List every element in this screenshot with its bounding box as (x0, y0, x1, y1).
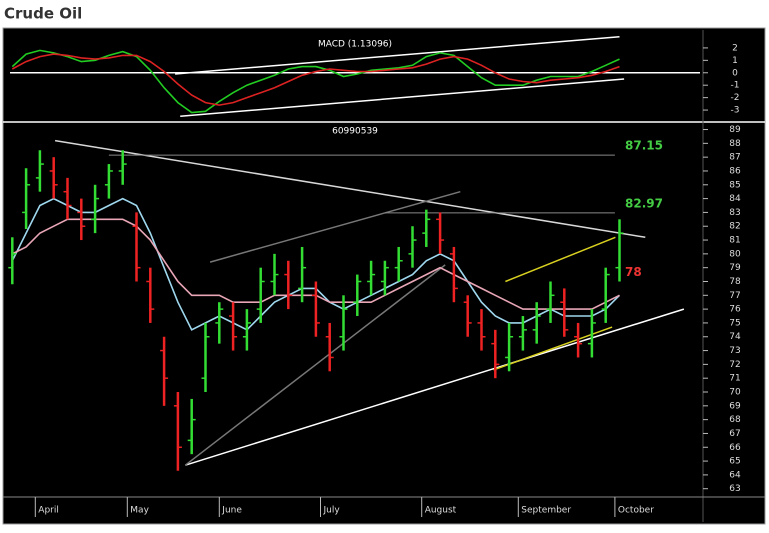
y-tick-label: 2 (732, 43, 738, 53)
y-tick-label: -3 (731, 106, 740, 116)
y-tick-label: 73 (729, 346, 740, 356)
y-tick-label: 70 (729, 388, 741, 398)
x-tick-label: May (130, 506, 149, 516)
y-tick-label: 87 (729, 153, 740, 163)
x-tick-label: October (618, 506, 654, 516)
level-label: 82.97 (625, 196, 663, 210)
macd-line (11, 49, 620, 114)
y-tick-label: 69 (729, 401, 741, 411)
trendline (209, 190, 461, 263)
y-tick-label: 89 (729, 125, 741, 135)
y-tick-label: 85 (729, 180, 740, 190)
trendline (180, 78, 625, 118)
page-title: Crude Oil (4, 5, 82, 23)
y-tick-label: 64 (729, 470, 741, 480)
x-tick-label: April (38, 506, 59, 516)
y-tick-label: 81 (729, 236, 740, 246)
y-tick-label: 67 (729, 429, 740, 439)
y-tick-label: 78 (729, 277, 741, 287)
y-tick-label: 86 (729, 166, 741, 176)
y-tick-label: 75 (729, 318, 740, 328)
y-tick-label: 84 (729, 194, 741, 204)
x-tick-label: August (425, 506, 457, 516)
y-tick-label: 74 (729, 332, 741, 342)
macd-line (11, 53, 620, 106)
y-tick-label: 79 (729, 263, 741, 273)
y-tick-label: 82 (729, 222, 740, 232)
y-tick-label: 66 (729, 443, 741, 453)
level-label: 78 (625, 265, 642, 279)
trendline (505, 236, 616, 283)
trendline (175, 35, 620, 75)
y-tick-label: -1 (731, 81, 740, 91)
trendline (184, 264, 446, 466)
y-tick-label: 83 (729, 208, 740, 218)
macd-title: MACD (1.13096) (318, 40, 392, 50)
x-tick-label: September (521, 506, 571, 516)
trendline (54, 139, 646, 239)
y-tick-label: 71 (729, 374, 740, 384)
y-tick-label: 1 (732, 56, 738, 66)
y-tick-label: 77 (729, 291, 740, 301)
volume-title: 60990539 (332, 127, 378, 137)
y-tick-label: 68 (729, 415, 741, 425)
y-tick-label: 63 (729, 484, 740, 494)
x-tick-label: June (221, 506, 242, 516)
y-tick-label: 72 (729, 360, 740, 370)
y-tick-label: 80 (729, 249, 741, 259)
level-label: 87.15 (625, 139, 663, 153)
x-tick-label: July (323, 506, 341, 516)
y-tick-label: 88 (729, 139, 741, 149)
y-tick-label: 0 (732, 68, 738, 78)
trendline (185, 308, 685, 466)
y-tick-label: 76 (729, 305, 741, 315)
y-tick-label: -2 (731, 93, 740, 103)
y-tick-label: 65 (729, 457, 740, 467)
